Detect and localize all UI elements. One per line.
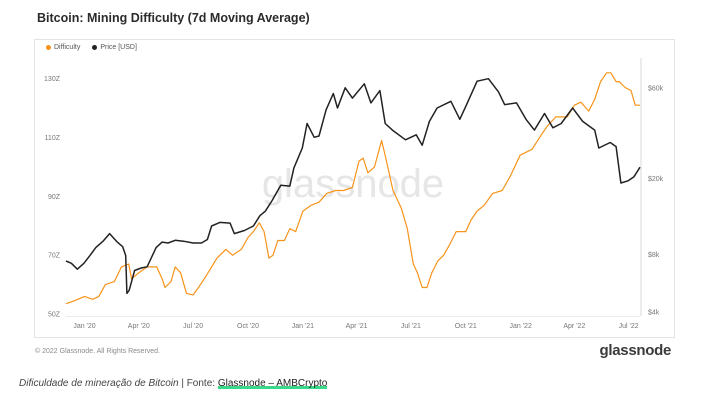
y-axis-right: $4k $8k $20k $60k [640,58,664,316]
brand-logo: glassnode [599,342,672,359]
x-tick-label: Jan '20 [73,323,95,330]
caption-source-link[interactable]: Glassnode – AMBCrypto [217,378,328,389]
legend-item-price[interactable]: Price [USD] [92,44,137,51]
x-tick-label: Oct '20 [237,323,259,330]
series-lines [65,72,641,305]
x-tick-label: Oct '21 [455,323,477,330]
y-left-tick-label: 130Z [44,76,61,83]
y-left-tick-label: 90Z [48,194,61,201]
chart-frame [34,39,675,338]
x-tick-label: Jan '21 [292,323,314,330]
x-tick-label: Jul '22 [619,323,639,330]
y-left-tick-label: 50Z [48,312,61,319]
copyright-text: © 2022 Glassnode. All Rights Reserved. [35,348,161,355]
y-left-tick-label: 110Z [45,135,61,142]
legend-label-price: Price [USD] [100,44,137,51]
legend-swatch-price [92,45,98,50]
y-left-tick-label: 70Z [48,253,61,260]
x-tick-label: Apr '21 [346,323,368,330]
x-axis: Jan '20 Apr '20 Jul '20 Oct '20 Jan '21 Apr '… [66,316,640,330]
legend-swatch-difficulty [46,45,51,50]
x-tick-label: Jan '22 [509,323,531,330]
legend: Difficulty Price [USD] [46,44,137,51]
y-right-tick-label: $4k [648,309,660,316]
figure-caption: Dificuldade de mineração de Bitcoin | Fo… [19,378,328,389]
x-tick-label: Jul '20 [183,323,203,330]
y-right-tick-label: $20k [648,176,664,183]
caption-source-label: | Fonte: [178,378,218,389]
y-axis-left: 50Z 70Z 90Z 110Z 130Z [44,76,61,318]
y-right-tick-label: $8k [648,252,660,259]
legend-label-difficulty: Difficulty [54,44,81,51]
legend-item-difficulty[interactable]: Difficulty [46,44,80,51]
y-right-tick-label: $60k [648,85,664,92]
x-tick-label: Jul '21 [401,323,421,330]
caption-text: Dificuldade de mineração de Bitcoin [19,378,179,389]
series-line-difficulty [65,72,640,305]
chart-title: Bitcoin: Mining Difficulty (7d Moving Av… [37,11,310,25]
x-tick-label: Apr '22 [563,323,585,330]
x-tick-label: Apr '20 [128,323,150,330]
series-line-price [65,77,641,295]
